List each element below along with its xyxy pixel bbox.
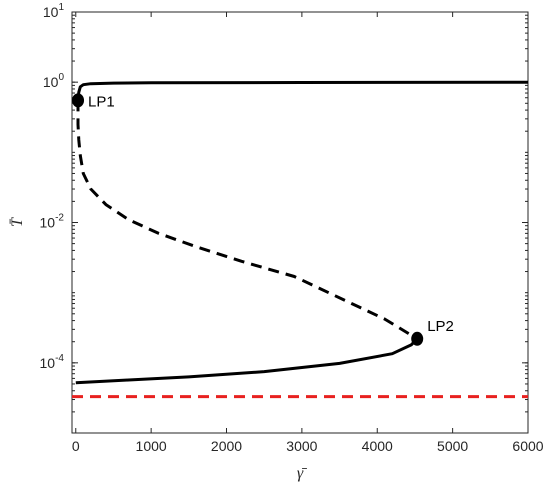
y-tick-base: 10 — [40, 215, 56, 231]
series-line-3 — [75, 337, 419, 385]
y-tick-base: 10 — [43, 4, 59, 20]
marker-lp1 — [72, 93, 85, 108]
x-tick-label: 4000 — [362, 438, 393, 454]
x-tick-label: 6000 — [512, 438, 543, 454]
x-tick-label: 0 — [72, 438, 80, 454]
series-line-1 — [76, 80, 529, 101]
series-line-2 — [76, 100, 418, 341]
y-tick-label: 100 — [43, 72, 65, 90]
x-tick-label: 2000 — [211, 438, 242, 454]
x-tick-label: 3000 — [286, 438, 317, 454]
y-tick-base: 10 — [40, 355, 56, 371]
y-tick-exponent: -2 — [55, 213, 64, 224]
annotation-lp1: LP1 — [88, 93, 115, 110]
y-tick-exponent: 0 — [58, 72, 64, 83]
annotations-group: LP1 LP2 — [72, 93, 454, 346]
annotation-lp2: LP2 — [427, 318, 454, 335]
series-group — [72, 80, 529, 399]
y-tick-label: 101 — [43, 2, 65, 20]
y-axis-label: T̄ — [9, 217, 26, 227]
x-axis-label: γ̄ — [297, 465, 307, 482]
plot-frame — [71, 11, 529, 434]
y-tick-label: 10-2 — [40, 213, 65, 231]
y-tick-label: 10-4 — [40, 353, 65, 371]
marker-lp2 — [411, 331, 424, 346]
x-tick-label: 1000 — [136, 438, 167, 454]
y-tick-exponent: 1 — [58, 2, 64, 13]
plot-axes: 0 1000 2000 3000 4000 5000 600010110010-210-4γ… — [9, 2, 544, 482]
x-tick-label: 5000 — [437, 438, 468, 454]
y-tick-base: 10 — [43, 74, 59, 90]
y-tick-exponent: -4 — [55, 353, 64, 364]
